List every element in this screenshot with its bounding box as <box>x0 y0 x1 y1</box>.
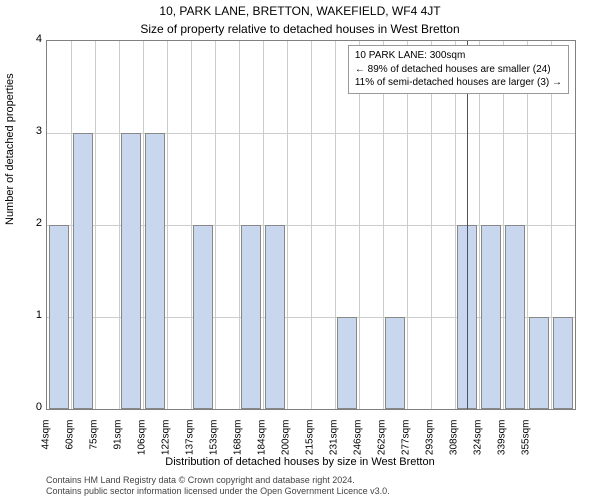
footer-line2: Contains public sector information licen… <box>46 486 390 498</box>
footer-text: Contains HM Land Registry data © Crown c… <box>46 475 390 498</box>
x-tick-label: 60sqm <box>65 420 76 460</box>
y-axis-label: Number of detached properties <box>4 73 16 225</box>
histogram-bar <box>241 225 261 409</box>
grid-line-v <box>431 41 432 409</box>
x-tick-label: 308sqm <box>449 420 460 460</box>
footer-line1: Contains HM Land Registry data © Crown c… <box>46 475 390 487</box>
x-tick-label: 137sqm <box>185 420 196 460</box>
histogram-bar <box>337 317 357 409</box>
x-tick-label: 106sqm <box>137 420 148 460</box>
histogram-bar <box>505 225 525 409</box>
x-tick-label: 324sqm <box>473 420 484 460</box>
grid-line-v <box>95 41 96 409</box>
grid-line-v <box>407 41 408 409</box>
histogram-bar <box>529 317 549 409</box>
grid-line-v <box>359 41 360 409</box>
x-tick-label: 122sqm <box>161 420 172 460</box>
x-tick-label: 339sqm <box>497 420 508 460</box>
x-tick-label: 91sqm <box>113 420 124 460</box>
histogram-bar <box>73 133 93 409</box>
grid-line-v <box>167 41 168 409</box>
chart-container: 10, PARK LANE, BRETTON, WAKEFIELD, WF4 4… <box>0 0 600 500</box>
grid-line-v <box>311 41 312 409</box>
x-tick-label: 215sqm <box>305 420 316 460</box>
marker-line <box>467 41 468 409</box>
x-tick-label: 75sqm <box>89 420 100 460</box>
x-tick-label: 262sqm <box>377 420 388 460</box>
y-tick-label: 4 <box>22 33 42 45</box>
histogram-bar <box>481 225 501 409</box>
y-tick-label: 1 <box>22 309 42 321</box>
histogram-bar <box>265 225 285 409</box>
histogram-bar <box>145 133 165 409</box>
chart-title-line1: 10, PARK LANE, BRETTON, WAKEFIELD, WF4 4… <box>0 4 600 18</box>
histogram-bar <box>121 133 141 409</box>
histogram-bar <box>553 317 573 409</box>
legend-line1: 10 PARK LANE: 300sqm <box>355 49 562 63</box>
x-tick-label: 153sqm <box>209 420 220 460</box>
y-tick-label: 2 <box>22 217 42 229</box>
legend-line3: 11% of semi-detached houses are larger (… <box>355 76 562 90</box>
x-tick-label: 277sqm <box>401 420 412 460</box>
x-tick-label: 184sqm <box>257 420 268 460</box>
x-tick-label: 168sqm <box>233 420 244 460</box>
legend-line2: ← 89% of detached houses are smaller (24… <box>355 63 562 77</box>
histogram-bar <box>385 317 405 409</box>
x-tick-label: 246sqm <box>353 420 364 460</box>
x-tick-label: 293sqm <box>425 420 436 460</box>
legend-box: 10 PARK LANE: 300sqm ← 89% of detached h… <box>348 45 569 94</box>
histogram-bar <box>49 225 69 409</box>
x-tick-label: 231sqm <box>329 420 340 460</box>
x-tick-label: 200sqm <box>281 420 292 460</box>
plot-area: 10 PARK LANE: 300sqm ← 89% of detached h… <box>46 40 576 410</box>
grid-line-v <box>287 41 288 409</box>
grid-line-v <box>215 41 216 409</box>
chart-title-line2: Size of property relative to detached ho… <box>0 22 600 36</box>
histogram-bar <box>193 225 213 409</box>
y-tick-label: 3 <box>22 125 42 137</box>
y-tick-label: 0 <box>22 401 42 413</box>
x-tick-label: 44sqm <box>41 420 52 460</box>
x-tick-label: 355sqm <box>521 420 532 460</box>
